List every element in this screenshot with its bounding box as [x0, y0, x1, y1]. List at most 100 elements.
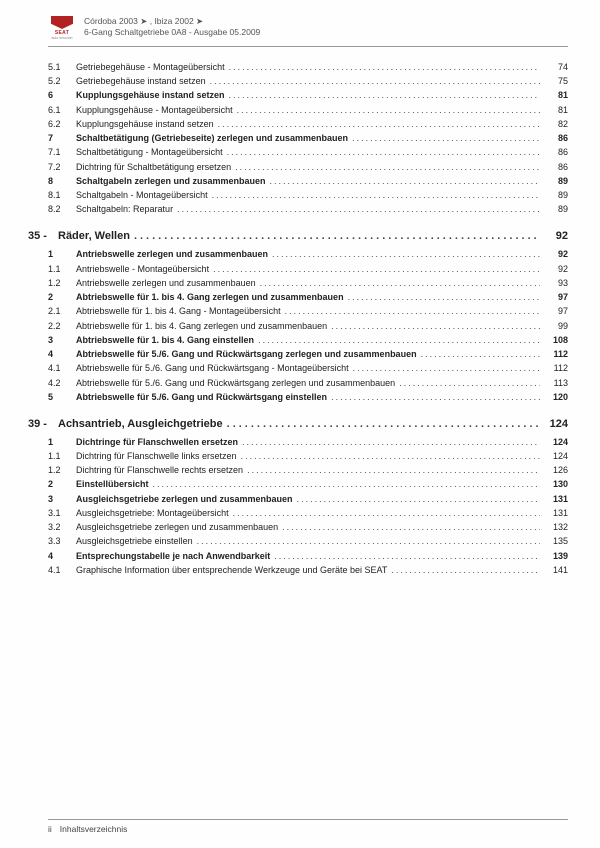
toc-entry-text: Abtriebswelle für 5./6. Gang und Rückwär…: [76, 362, 349, 375]
toc-entry: 8.1Schaltgabeln - Montageübersicht 89: [48, 189, 568, 202]
toc-leader-dots: [241, 450, 540, 463]
toc-entry: 8Schaltgabeln zerlegen und zusammenbauen…: [48, 175, 568, 188]
toc-section-heading: 35 -Räder, Wellen 92: [28, 230, 568, 242]
footer-page-number: ii: [48, 824, 52, 834]
toc-leader-dots: [260, 277, 540, 290]
toc-entry: 1.1Antriebswelle - Montageübersicht 92: [48, 263, 568, 276]
toc-entry: 6Kupplungsgehäuse instand setzen 81: [48, 89, 568, 102]
toc-entry-page: 132: [544, 521, 568, 534]
toc-entry-page: 75: [544, 75, 568, 88]
toc-entry-page: 124: [544, 450, 568, 463]
toc-entry-number: 1: [48, 248, 76, 261]
toc-entry-page: 97: [544, 291, 568, 304]
toc-entry: 1Dichtringe für Flanschwellen ersetzen 1…: [48, 436, 568, 449]
toc-entry-text: Schaltgabeln zerlegen und zusammenbauen: [76, 175, 266, 188]
toc-leader-dots: [197, 535, 540, 548]
toc-entry-page: 131: [544, 493, 568, 506]
toc-entry-page: 92: [544, 263, 568, 276]
toc-entry-text: Antriebswelle - Montageübersicht: [76, 263, 209, 276]
toc-entry-page: 135: [544, 535, 568, 548]
header-line-2: 6-Gang Schaltgetriebe 0A8 - Ausgabe 05.2…: [84, 27, 260, 38]
toc-entry-page: 112: [544, 348, 568, 361]
section-title: Achsantrieb, Ausgleichgetriebe: [58, 418, 223, 430]
toc-leader-dots: [227, 146, 540, 159]
toc-entry-text: Kupplungsgehäuse - Montageübersicht: [76, 104, 233, 117]
toc-entry: 8.2Schaltgabeln: Reparatur 89: [48, 203, 568, 216]
toc-entry-page: 81: [544, 104, 568, 117]
toc-entry-text: Abtriebswelle für 1. bis 4. Gang - Monta…: [76, 305, 281, 318]
toc-entry-number: 7: [48, 132, 76, 145]
toc-entry: 1Antriebswelle zerlegen und zusammenbaue…: [48, 248, 568, 261]
toc-entry-text: Schaltgabeln: Reparatur: [76, 203, 173, 216]
toc-entry: 5.1Getriebegehäuse - Montageübersicht 74: [48, 61, 568, 74]
toc-entry-page: 97: [544, 305, 568, 318]
toc-leader-dots: [229, 61, 540, 74]
toc-entry: 4.2Abtriebswelle für 5./6. Gang und Rück…: [48, 377, 568, 390]
toc-entry-text: Entsprechungstabelle je nach Anwendbarke…: [76, 550, 270, 563]
toc-entry-number: 2: [48, 478, 76, 491]
toc-entry-text: Getriebegehäuse instand setzen: [76, 75, 206, 88]
toc-entry-page: 108: [544, 334, 568, 347]
toc-entry-number: 2: [48, 291, 76, 304]
toc-leader-dots: [353, 362, 540, 375]
toc-leader-dots: [272, 248, 540, 261]
toc-leader-dots: [297, 493, 540, 506]
toc-entry-number: 1.1: [48, 450, 76, 463]
toc-entry: 5Abtriebswelle für 5./6. Gang und Rückwä…: [48, 391, 568, 404]
toc-entry: 2.1Abtriebswelle für 1. bis 4. Gang - Mo…: [48, 305, 568, 318]
header-line-1: Córdoba 2003 ➤ , Ibiza 2002 ➤: [84, 16, 260, 27]
section-page: 92: [544, 230, 568, 242]
toc-entry-text: Graphische Information über entsprechend…: [76, 564, 387, 577]
toc-entry-page: 124: [544, 436, 568, 449]
toc-entry-text: Antriebswelle zerlegen und zusammenbauen: [76, 248, 268, 261]
toc-entry-number: 8: [48, 175, 76, 188]
toc-entry: 7.2Dichtring für Schaltbetätigung ersetz…: [48, 161, 568, 174]
toc-entry-text: Abtriebswelle für 5./6. Gang und Rückwär…: [76, 348, 417, 361]
toc-entry-page: 131: [544, 507, 568, 520]
toc-entry-text: Schaltbetätigung - Montageübersicht: [76, 146, 223, 159]
toc-entry-number: 8.2: [48, 203, 76, 216]
toc-entry-number: 6.1: [48, 104, 76, 117]
toc-entry-page: 113: [544, 377, 568, 390]
toc-entry-page: 126: [544, 464, 568, 477]
toc-entry: 3.3Ausgleichsgetriebe einstellen 135: [48, 535, 568, 548]
toc-leader-dots: [285, 305, 540, 318]
toc-entry: 3Abtriebswelle für 1. bis 4. Gang einste…: [48, 334, 568, 347]
toc-entry-text: Ausgleichsgetriebe: Montageübersicht: [76, 507, 229, 520]
toc-leader-dots: [237, 104, 540, 117]
toc-leader-dots: [233, 507, 540, 520]
toc-leader-dots: [227, 418, 540, 430]
toc-entry: 4.1Graphische Information über entsprech…: [48, 564, 568, 577]
toc-entry: 4Entsprechungstabelle je nach Anwendbark…: [48, 550, 568, 563]
section-number: 35 -: [28, 230, 58, 242]
toc-entry-page: 92: [544, 248, 568, 261]
toc-entry-number: 3: [48, 334, 76, 347]
footer-label: Inhaltsverzeichnis: [60, 824, 128, 834]
toc-entry-number: 3: [48, 493, 76, 506]
toc-entry-number: 1: [48, 436, 76, 449]
toc-entry-text: Ausgleichsgetriebe zerlegen und zusammen…: [76, 521, 278, 534]
page: SEAT auto emoción Córdoba 2003 ➤ , Ibiza…: [0, 0, 600, 848]
toc-entry-page: 120: [544, 391, 568, 404]
toc-leader-dots: [153, 478, 540, 491]
toc-entry-text: Abtriebswelle für 1. bis 4. Gang einstel…: [76, 334, 254, 347]
toc-entry-page: 86: [544, 161, 568, 174]
toc-entry: 2Abtriebswelle für 1. bis 4. Gang zerleg…: [48, 291, 568, 304]
toc-leader-dots: [247, 464, 540, 477]
toc-leader-dots: [242, 436, 540, 449]
page-header: SEAT auto emoción Córdoba 2003 ➤ , Ibiza…: [48, 16, 568, 47]
toc-entry: 3.1Ausgleichsgetriebe: Montageübersicht …: [48, 507, 568, 520]
brand-logo: SEAT auto emoción: [48, 16, 76, 40]
toc-entry-text: Dichtring für Flanschwelle rechts ersetz…: [76, 464, 243, 477]
page-footer: ii Inhaltsverzeichnis: [48, 819, 568, 834]
toc-entry-number: 7.1: [48, 146, 76, 159]
toc-entry-number: 4: [48, 550, 76, 563]
toc-entry-page: 86: [544, 146, 568, 159]
toc-entry: 4Abtriebswelle für 5./6. Gang und Rückwä…: [48, 348, 568, 361]
toc-leader-dots: [282, 521, 540, 534]
toc-entry-text: Getriebegehäuse - Montageübersicht: [76, 61, 225, 74]
toc-entry: 6.1Kupplungsgehäuse - Montageübersicht 8…: [48, 104, 568, 117]
toc-leader-dots: [213, 263, 540, 276]
toc-entry-text: Dichtring für Flanschwelle links ersetze…: [76, 450, 237, 463]
toc-entry-number: 2.1: [48, 305, 76, 318]
